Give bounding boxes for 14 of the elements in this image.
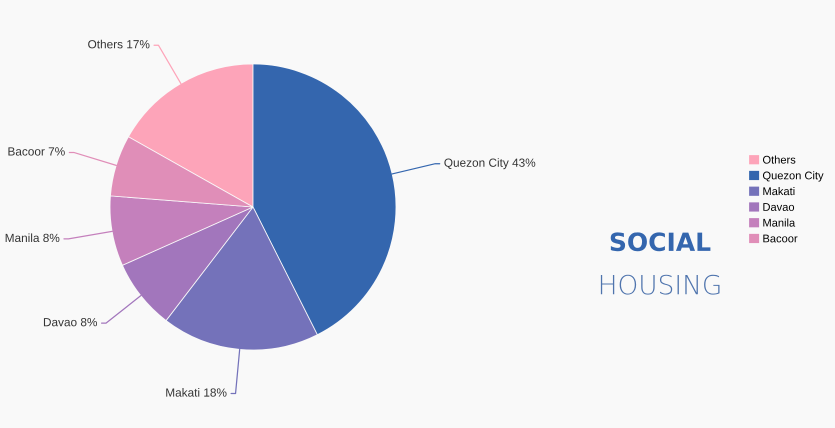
text: HOUSING (600, 274, 720, 295)
legend-label: Bacoor (763, 234, 798, 242)
text: SOCIAL (610, 232, 710, 252)
legend-label: Quezon City (762, 171, 824, 182)
legend-label: Manila (763, 218, 796, 227)
category-label: Quezon City 43% (444, 158, 536, 170)
category-label: Others 17% (88, 40, 150, 48)
category-label: Bacoor 7% (8, 147, 65, 156)
legend-label: Others (762, 156, 796, 164)
category-label: Davao 8% (44, 318, 98, 326)
category-label: Makati 18% (166, 388, 227, 397)
legend-label: Makati (763, 187, 794, 196)
category-label: Manila 8% (6, 233, 60, 242)
legend-label: Davao (763, 203, 794, 211)
